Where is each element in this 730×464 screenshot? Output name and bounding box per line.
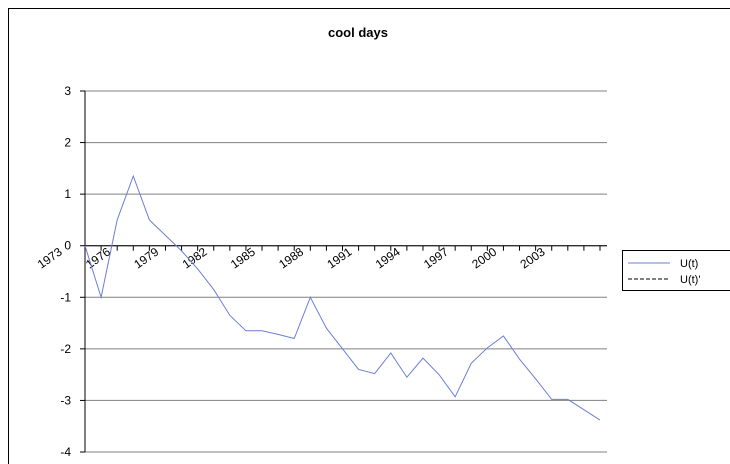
y-tick-label: -4 [60,445,71,459]
y-tick-label: -1 [60,290,71,304]
chart-title: cool days [328,25,388,40]
y-tick-label: 0 [64,239,71,253]
y-tick-label: 1 [64,187,71,201]
y-tick-label: 3 [64,84,71,98]
legend-label: U(t) [680,258,698,270]
legend [622,250,730,291]
chart-border [8,8,730,464]
legend-label: U(t)' [680,274,700,286]
line-series [84,174,601,421]
y-tick-label: -2 [60,342,71,356]
y-tick-label: -3 [60,393,71,407]
y-tick-label: 2 [64,136,71,150]
